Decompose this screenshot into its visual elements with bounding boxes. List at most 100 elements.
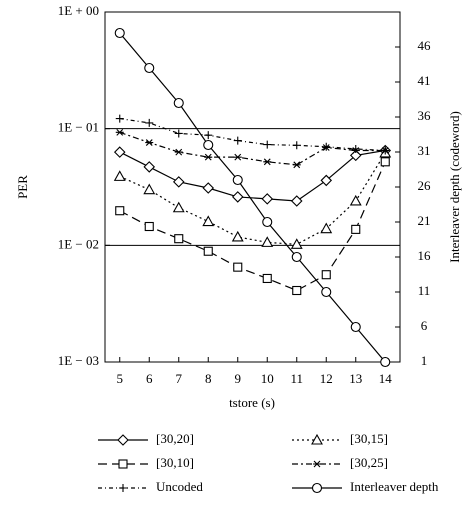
x-tick-label: 11 xyxy=(290,371,303,386)
y2-axis-label: Interleaver depth (codeword) xyxy=(447,111,462,263)
marker xyxy=(114,27,125,39)
marker xyxy=(233,136,242,145)
marker xyxy=(311,482,323,494)
y2-tick-label: 21 xyxy=(418,213,431,228)
y2-tick-label: 26 xyxy=(418,178,432,193)
legend-label: [30,20] xyxy=(156,431,194,446)
legend-label: [30,25] xyxy=(350,455,388,470)
y-tick-label: 1E + 00 xyxy=(58,3,99,18)
marker xyxy=(292,285,302,296)
y2-tick-label: 36 xyxy=(418,108,432,123)
x-tick-label: 13 xyxy=(349,371,362,386)
marker xyxy=(233,262,243,272)
marker xyxy=(143,161,156,173)
marker xyxy=(144,62,155,74)
marker xyxy=(232,174,243,186)
marker xyxy=(202,215,215,227)
marker xyxy=(320,174,333,187)
marker xyxy=(291,251,302,263)
marker xyxy=(320,222,333,234)
marker xyxy=(172,176,185,188)
series-line xyxy=(119,161,386,292)
marker xyxy=(292,161,301,169)
marker xyxy=(321,270,331,280)
marker xyxy=(351,144,360,153)
x-tick-label: 6 xyxy=(146,371,153,386)
y2-tick-label: 1 xyxy=(421,353,428,368)
marker xyxy=(145,139,154,146)
marker xyxy=(143,183,156,195)
marker xyxy=(262,216,273,228)
marker xyxy=(172,201,185,213)
x-tick-label: 7 xyxy=(176,371,183,386)
marker xyxy=(231,230,244,242)
marker xyxy=(204,131,213,140)
marker xyxy=(290,195,303,207)
x-tick-label: 12 xyxy=(320,371,333,386)
series-line xyxy=(119,152,386,245)
marker xyxy=(118,459,128,469)
marker xyxy=(204,153,213,161)
legend-label: Uncoded xyxy=(156,479,203,494)
y2-tick-label: 46 xyxy=(418,38,432,53)
y2-tick-label: 11 xyxy=(418,283,431,298)
y-axis-label: PER xyxy=(15,175,30,199)
marker xyxy=(203,246,213,256)
marker xyxy=(263,158,272,166)
marker xyxy=(351,224,361,234)
x-axis-label: tstore (s) xyxy=(229,395,275,410)
marker xyxy=(115,128,124,136)
y2-tick-label: 41 xyxy=(418,73,431,88)
marker xyxy=(113,170,126,181)
y2-tick-label: 31 xyxy=(418,143,431,158)
marker xyxy=(202,182,215,194)
marker xyxy=(380,356,391,368)
marker xyxy=(174,148,183,156)
series-line xyxy=(119,117,386,152)
series-line xyxy=(119,32,386,363)
x-tick-label: 9 xyxy=(235,371,242,386)
marker xyxy=(349,194,362,206)
marker xyxy=(322,142,331,151)
marker xyxy=(113,146,126,158)
marker xyxy=(119,484,127,492)
marker xyxy=(380,157,390,167)
marker xyxy=(174,234,184,244)
marker xyxy=(117,434,129,446)
marker xyxy=(313,460,321,468)
x-tick-label: 5 xyxy=(117,371,124,386)
legend-label: [30,15] xyxy=(350,431,388,446)
marker xyxy=(290,238,303,249)
marker xyxy=(233,153,242,161)
marker xyxy=(115,114,124,123)
marker xyxy=(145,118,154,127)
marker xyxy=(231,191,244,203)
x-tick-label: 8 xyxy=(205,371,212,386)
marker xyxy=(144,221,154,232)
y-tick-label: 1E − 03 xyxy=(58,353,99,368)
series-line xyxy=(119,131,386,166)
y-tick-label: 1E − 02 xyxy=(58,236,99,251)
marker xyxy=(174,129,183,138)
marker xyxy=(261,193,274,205)
y-tick-label: 1E − 01 xyxy=(58,120,99,135)
marker xyxy=(203,139,214,151)
legend-label: Interleaver depth xyxy=(350,479,439,494)
marker xyxy=(263,140,272,149)
marker xyxy=(261,236,274,247)
marker xyxy=(262,273,272,284)
y2-tick-label: 6 xyxy=(421,318,428,333)
y2-tick-label: 16 xyxy=(418,248,432,263)
marker xyxy=(381,146,390,155)
marker xyxy=(115,206,125,216)
legend-label: [30,10] xyxy=(156,455,194,470)
marker xyxy=(173,97,184,109)
marker xyxy=(321,286,332,298)
marker xyxy=(350,321,361,333)
series-line xyxy=(119,149,386,202)
x-tick-label: 10 xyxy=(261,371,274,386)
marker xyxy=(292,141,301,150)
x-tick-label: 14 xyxy=(379,371,393,386)
marker xyxy=(311,433,323,445)
